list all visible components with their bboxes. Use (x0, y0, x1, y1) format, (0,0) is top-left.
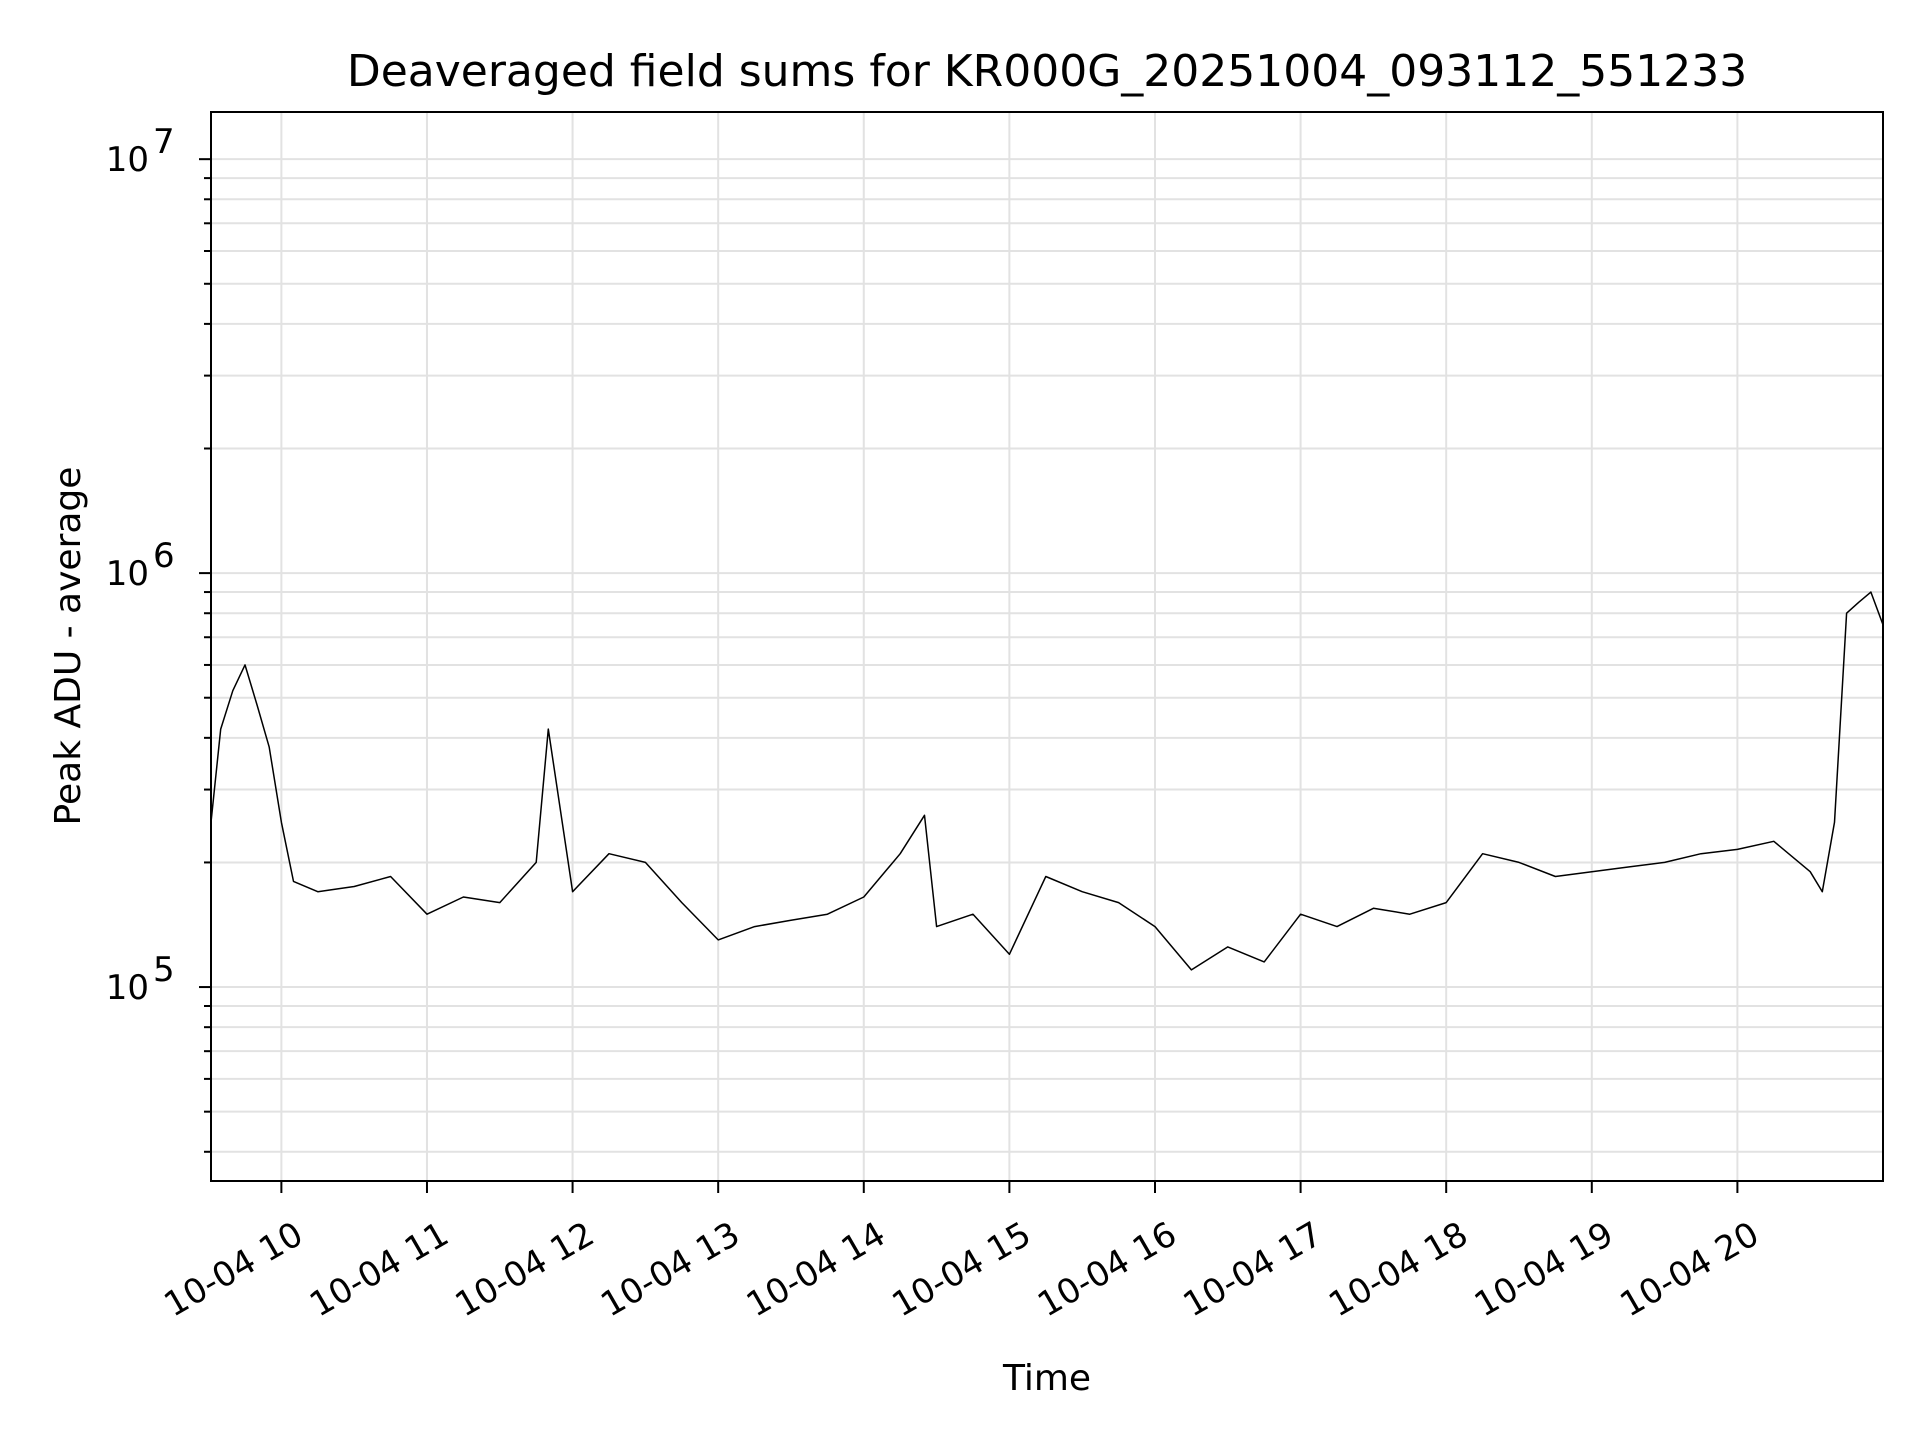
y-tick-label-base: 10 (106, 140, 149, 180)
y-tick-label-base: 10 (106, 968, 149, 1008)
y-axis-label: Peak ADU - average (48, 467, 89, 826)
y-tick-label: 10 (106, 140, 149, 180)
y-tick-label: 10 (106, 554, 149, 594)
plot-frame (210, 111, 1884, 1182)
y-tick-label-exponent: 7 (153, 122, 175, 162)
y-tick-label-exponent: 6 (153, 536, 175, 576)
series-group (210, 591, 1884, 971)
y-tick-label: 10 (106, 968, 149, 1008)
y-tick-label-exponent: 5 (153, 950, 175, 990)
y-tick-label-base: 10 (106, 554, 149, 594)
x-axis-label: Time (1002, 1358, 1091, 1399)
chart-title: Deaveraged field sums for KR000G_2025100… (347, 46, 1747, 97)
grid (211, 112, 1883, 1181)
series-line (210, 591, 1884, 971)
